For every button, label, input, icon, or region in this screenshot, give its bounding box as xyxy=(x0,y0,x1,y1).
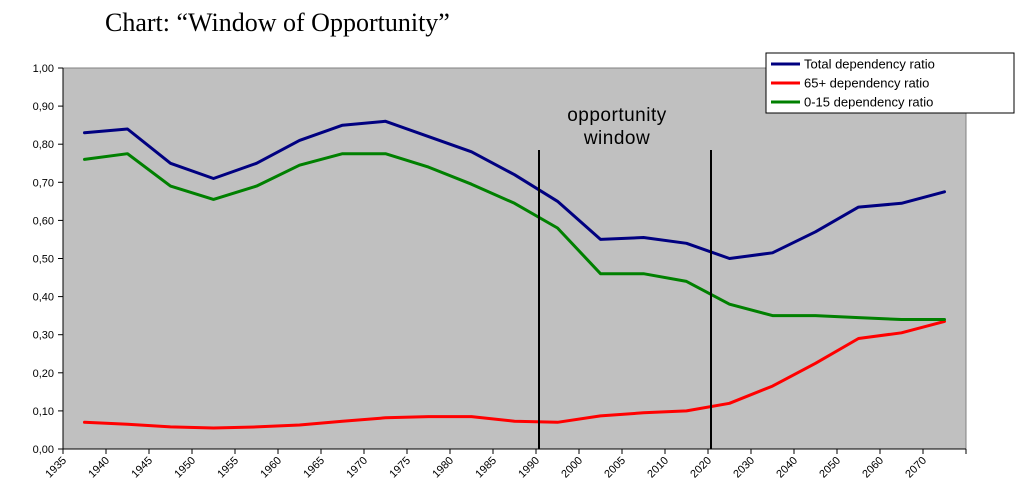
window-label-line1: opportunity xyxy=(567,105,667,126)
x-tick-label: 1955 xyxy=(215,455,241,481)
x-tick-label: 1990 xyxy=(516,455,542,481)
x-tick-label: 2070 xyxy=(903,455,929,481)
x-tick-label: 1985 xyxy=(473,455,499,481)
legend-entry-label: 65+ dependency ratio xyxy=(804,76,929,91)
chart-title: Chart: “Window of Opportunity” xyxy=(105,8,450,37)
y-tick-label: 0,90 xyxy=(33,101,54,113)
x-tick-label: 2040 xyxy=(774,455,800,481)
x-tick-label: 2050 xyxy=(817,455,843,481)
x-tick-label: 2010 xyxy=(645,455,671,481)
x-tick-label: 2000 xyxy=(559,455,585,481)
window-label-line2: window xyxy=(583,128,650,149)
legend-entry-label: Total dependency ratio xyxy=(804,57,935,72)
x-tick-label: 1935 xyxy=(43,455,69,481)
x-tick-label: 1940 xyxy=(86,455,112,481)
y-tick-label: 0,00 xyxy=(33,444,54,456)
y-tick-label: 0,20 xyxy=(33,368,54,380)
x-tick-label: 1975 xyxy=(387,455,413,481)
x-axis: 1935 1940 1945 1950 1955 1960 1965 1970 1975 1980… xyxy=(43,448,967,481)
x-tick-label: 1970 xyxy=(344,455,370,481)
x-tick-label: 1965 xyxy=(301,455,327,481)
y-tick-label: 1,00 xyxy=(33,63,54,75)
x-tick-label: 2005 xyxy=(602,455,628,481)
series-line-0-15-dependency-ratio xyxy=(83,152,946,321)
legend: Total dependency ratio 65+ dependency rat… xyxy=(765,52,1015,114)
series-line-total-dependency-ratio xyxy=(83,119,946,260)
x-tick-label: 2060 xyxy=(860,455,886,481)
x-tick-label: 1950 xyxy=(172,455,198,481)
y-tick-label: 0,10 xyxy=(33,406,54,418)
plot-area xyxy=(62,67,967,450)
legend-box xyxy=(765,52,1015,114)
y-tick-label: 0,60 xyxy=(33,215,54,227)
y-tick-label: 0,70 xyxy=(33,177,54,189)
y-tick-label: 0,40 xyxy=(33,292,54,304)
series-line-65-dependency-ratio xyxy=(83,319,946,430)
y-axis: 0,00 0,10 0,20 0,30 0,40 0,50 0,60 0,70 0,80 0,90… xyxy=(33,63,64,456)
legend-entry-label: 0-15 dependency ratio xyxy=(804,95,933,110)
x-tick-label: 1980 xyxy=(430,455,456,481)
x-tick-label: 1945 xyxy=(129,455,155,481)
x-tick-label: 2030 xyxy=(731,455,757,481)
series-layer xyxy=(83,119,946,430)
y-tick-label: 0,30 xyxy=(33,330,54,342)
y-tick-label: 0,50 xyxy=(33,254,54,266)
y-tick-label: 0,80 xyxy=(33,139,54,151)
x-tick-label: 1960 xyxy=(258,455,284,481)
x-tick-label: 2020 xyxy=(688,455,714,481)
